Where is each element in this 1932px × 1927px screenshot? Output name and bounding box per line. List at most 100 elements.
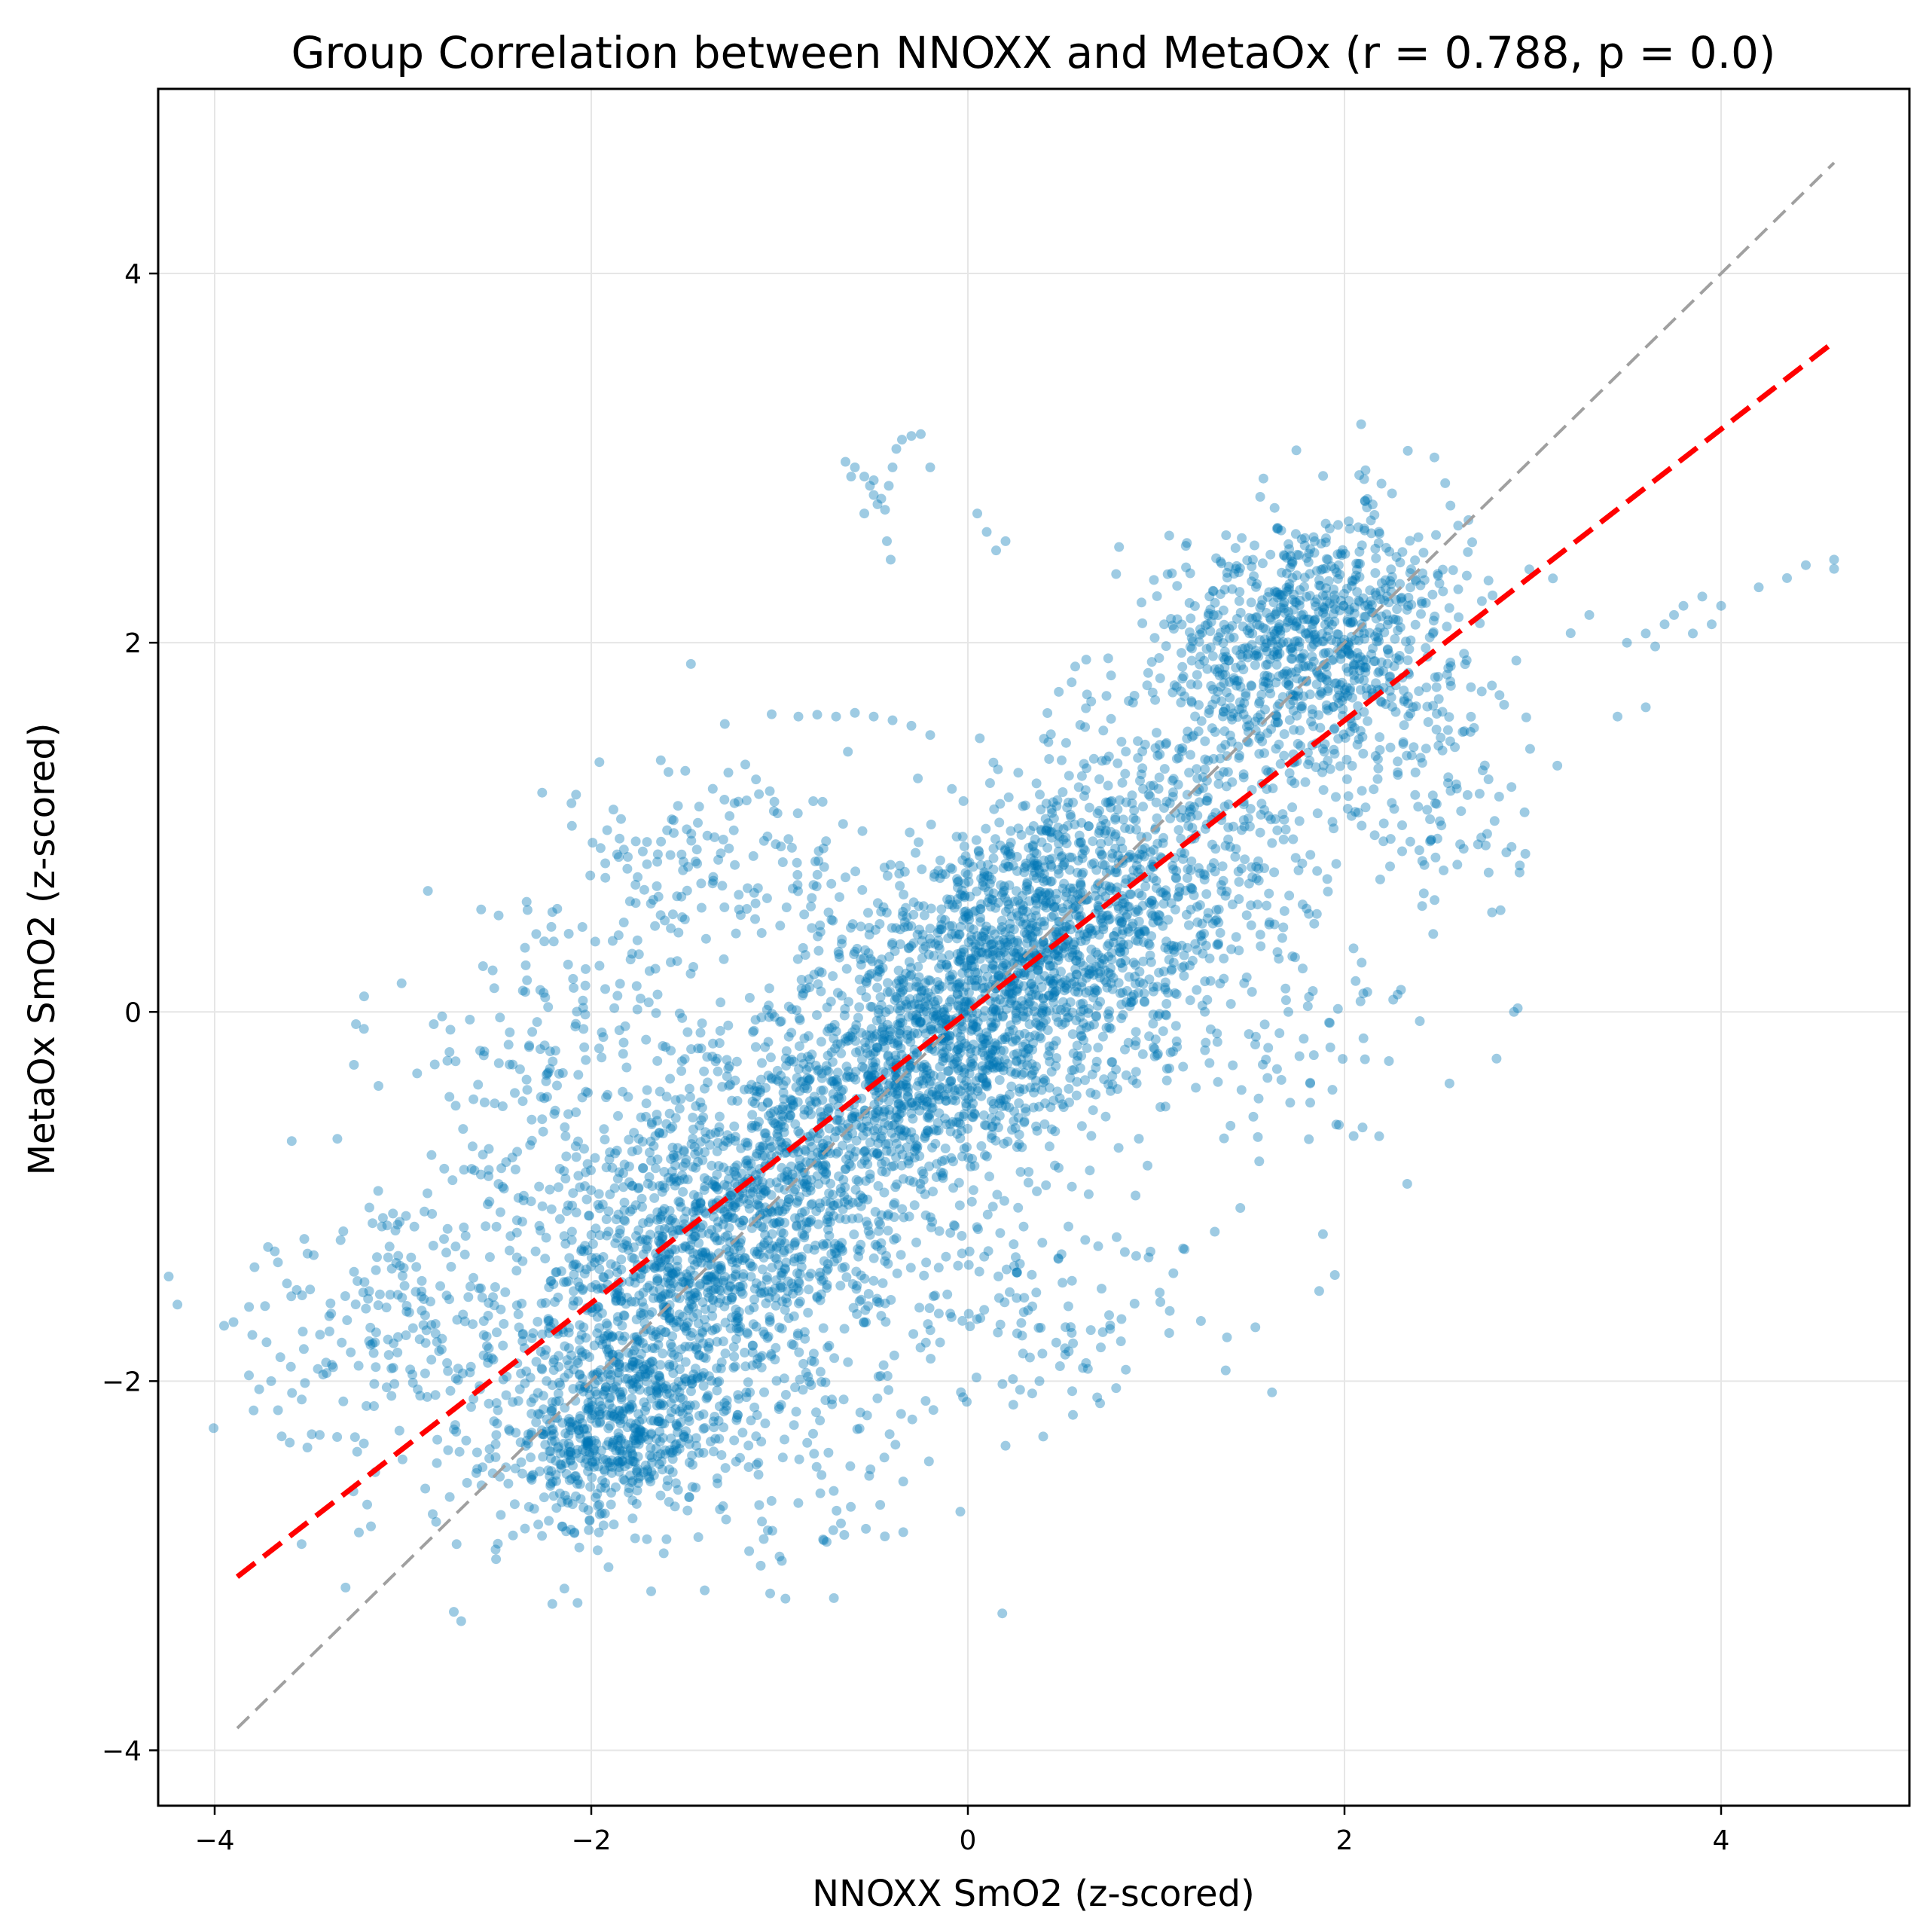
data-point <box>1252 612 1262 622</box>
data-point <box>743 1377 753 1388</box>
data-point <box>430 1328 441 1339</box>
data-point <box>603 1562 614 1572</box>
data-point <box>1442 621 1452 632</box>
data-point <box>1021 938 1032 948</box>
data-point <box>712 1235 722 1246</box>
data-point <box>795 1192 804 1202</box>
data-point <box>1003 1032 1013 1042</box>
data-point <box>1093 1043 1103 1053</box>
data-point <box>490 1439 501 1449</box>
data-point <box>1042 890 1053 900</box>
data-point <box>673 1196 684 1207</box>
data-point <box>1318 636 1329 646</box>
data-point <box>839 1010 850 1021</box>
data-point <box>993 1122 1003 1133</box>
data-point <box>588 1307 597 1318</box>
data-point <box>1030 893 1041 904</box>
data-point <box>1483 576 1494 586</box>
data-point <box>835 1281 846 1291</box>
data-point <box>590 1257 600 1268</box>
data-point <box>728 1342 739 1352</box>
data-point <box>955 1119 966 1129</box>
data-point <box>782 1297 792 1308</box>
data-point <box>1230 543 1241 553</box>
data-point <box>1270 717 1280 728</box>
data-point <box>1118 1009 1128 1020</box>
data-point <box>1111 1064 1122 1075</box>
data-point <box>981 1028 992 1038</box>
data-point <box>1363 716 1373 726</box>
data-point <box>743 1329 753 1339</box>
data-point <box>1387 488 1397 499</box>
data-point <box>716 997 726 1008</box>
data-point <box>771 1342 781 1353</box>
data-point <box>1418 548 1429 558</box>
data-point <box>860 1176 871 1186</box>
data-point <box>1391 551 1402 562</box>
data-point <box>920 941 931 951</box>
data-point <box>850 1107 860 1118</box>
data-point <box>1202 664 1213 674</box>
data-point <box>776 1270 786 1281</box>
data-point <box>843 1031 853 1042</box>
data-point <box>879 863 890 873</box>
data-point <box>529 1393 539 1403</box>
data-point <box>755 1190 766 1201</box>
data-point <box>826 878 837 889</box>
data-point <box>766 1189 777 1200</box>
data-point <box>1257 558 1268 569</box>
data-point <box>859 1273 870 1284</box>
data-point <box>918 1079 929 1089</box>
data-point <box>879 1029 890 1040</box>
data-point <box>1008 860 1018 871</box>
data-point <box>1270 814 1280 824</box>
data-point <box>713 1217 723 1227</box>
data-point <box>658 1548 669 1559</box>
data-point <box>868 1275 879 1286</box>
data-point <box>505 1245 514 1256</box>
data-point <box>499 1318 509 1329</box>
data-point <box>539 1492 549 1503</box>
data-point <box>795 1076 806 1087</box>
data-point <box>1287 802 1298 813</box>
data-point <box>1220 740 1231 750</box>
data-point <box>700 1315 710 1325</box>
data-point <box>870 1131 881 1142</box>
data-point <box>1149 844 1159 855</box>
data-point <box>716 1450 727 1460</box>
data-point <box>944 1066 954 1076</box>
data-point <box>782 1166 792 1177</box>
data-point <box>748 1340 758 1351</box>
data-point <box>722 1180 732 1191</box>
data-point <box>892 1268 902 1278</box>
data-point <box>1433 569 1443 579</box>
data-point <box>863 908 873 918</box>
data-point <box>1355 558 1365 569</box>
data-point <box>730 1135 740 1146</box>
data-point <box>860 1043 871 1053</box>
data-point <box>959 1144 969 1154</box>
data-point <box>1173 780 1183 789</box>
data-point <box>1303 557 1314 567</box>
data-point <box>902 1002 912 1012</box>
data-point <box>905 1263 916 1273</box>
data-point <box>988 1022 999 1032</box>
data-point <box>734 1217 745 1228</box>
data-point <box>707 1160 717 1171</box>
data-point <box>1281 568 1292 579</box>
data-point <box>803 1105 813 1116</box>
data-point <box>894 1020 904 1031</box>
data-point <box>874 1217 884 1227</box>
data-point <box>1110 813 1121 823</box>
data-point <box>850 1111 860 1122</box>
data-point <box>1299 582 1309 592</box>
data-point <box>926 903 936 914</box>
data-point <box>1255 731 1265 741</box>
data-point <box>820 1161 831 1171</box>
data-point <box>781 1257 792 1268</box>
data-point <box>1228 708 1238 719</box>
data-point <box>1073 904 1084 915</box>
data-point <box>1255 492 1265 502</box>
data-point <box>1033 1020 1044 1031</box>
data-point <box>876 1014 887 1025</box>
